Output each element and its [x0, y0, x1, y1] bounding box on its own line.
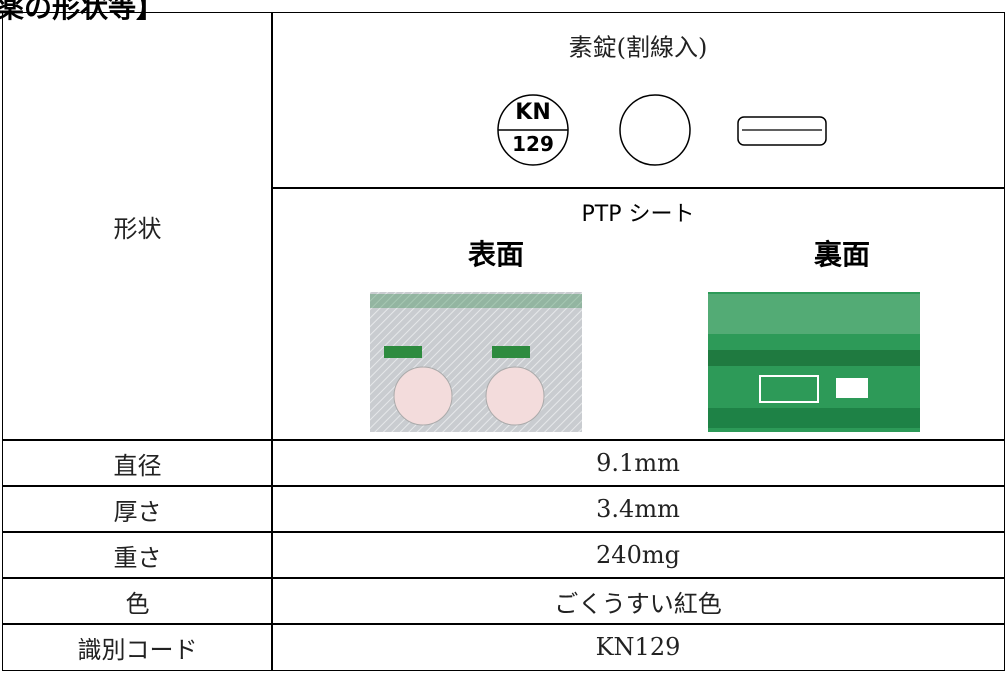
table-cell: 240mg — [271, 531, 1005, 579]
ptp-label: PTP シート — [581, 202, 695, 227]
table-cell: 厚さ — [2, 485, 273, 533]
ptp-front-label: 表面 — [467, 238, 525, 271]
row-label: 厚さ — [113, 497, 162, 526]
row-value: ごくうすい紅色 — [554, 589, 722, 618]
table-cell: 色 — [2, 577, 273, 625]
row-label: 識別コード — [77, 635, 198, 664]
row-value: 3.4mm — [596, 495, 680, 523]
row-label: 重さ — [113, 543, 162, 572]
table-cell — [271, 187, 1005, 441]
row-value: 240mg — [596, 541, 680, 569]
table-cell: 形状 — [2, 12, 273, 441]
ptp-back-label: 裏面 — [813, 238, 871, 271]
table-cell: ごくうすい紅色 — [271, 577, 1005, 625]
ptp-front-photo — [370, 292, 582, 432]
table-cell: 識別コード — [2, 623, 273, 671]
pill-mark: 129 — [512, 132, 554, 156]
row-value: 9.1mm — [596, 449, 680, 477]
shape-label: 形状 — [113, 215, 162, 243]
row-value: KN129 — [595, 633, 681, 661]
pill-drawing: KN 129 — [497, 94, 827, 166]
table-cell — [271, 12, 1005, 189]
table-cell: 9.1mm — [271, 439, 1005, 487]
table-cell: 直径 — [2, 439, 273, 487]
table-cell: 3.4mm — [271, 485, 1005, 533]
table-cell: KN129 — [271, 623, 1005, 671]
ptp-back-photo — [708, 292, 920, 432]
table-cell: 重さ — [2, 531, 273, 579]
row-label: 直径 — [113, 451, 162, 480]
pill-mark: KN — [515, 100, 550, 125]
row-label: 色 — [125, 589, 150, 618]
tablet-type: 素錠(割線入) — [568, 33, 708, 62]
